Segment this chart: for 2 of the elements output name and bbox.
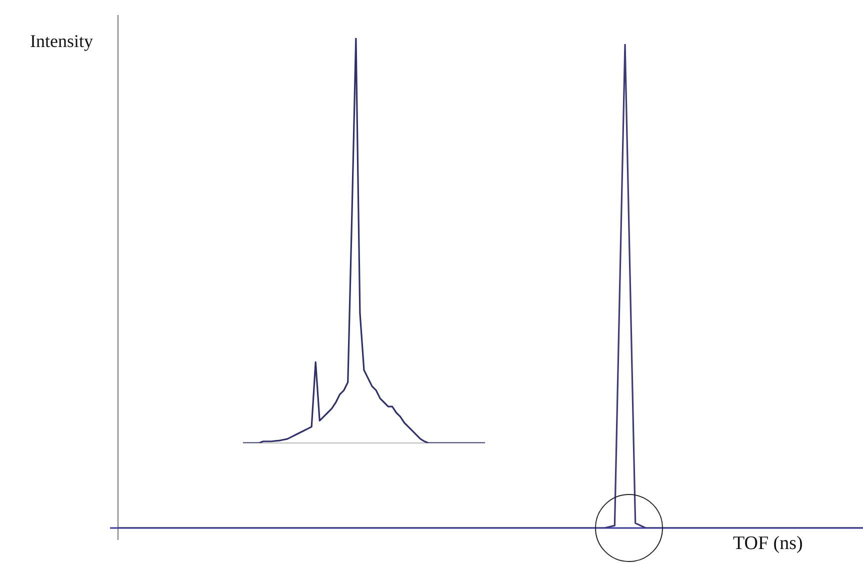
y-axis-title: Intensity — [30, 31, 93, 52]
x-axis-title: TOF (ns) — [733, 533, 803, 555]
